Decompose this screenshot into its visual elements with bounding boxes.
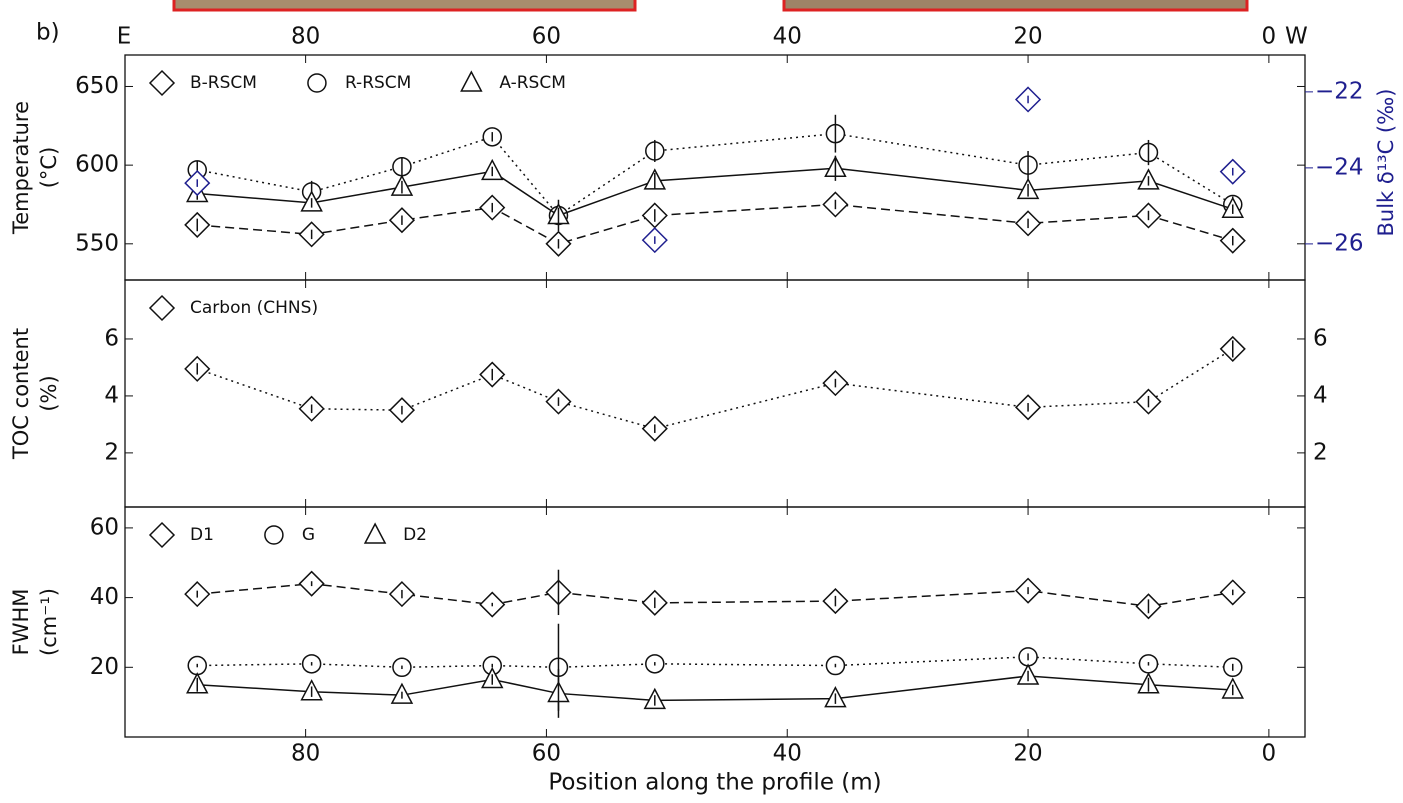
y-axis-label: FWHM: [9, 589, 33, 656]
y-tick-label: 4: [104, 382, 119, 408]
y-tick-label-right: 6: [1313, 325, 1328, 351]
y-axis-label: Temperature: [9, 101, 33, 235]
y2-axis-label: Bulk δ¹³C (‰): [1374, 89, 1398, 237]
y-tick-label: 550: [75, 230, 119, 256]
y-tick-label: 6: [104, 325, 119, 351]
x-tick-label: 0: [1262, 24, 1277, 50]
photo-strip: [172, 0, 637, 12]
y-tick-label: 60: [90, 514, 119, 540]
x-tick-label: 80: [291, 24, 320, 50]
legend-label: D1: [190, 525, 214, 545]
photo-strip: [782, 0, 1249, 12]
x-tick-label: 20: [1013, 24, 1042, 50]
east-label: E: [117, 24, 132, 50]
series-line: [197, 203, 1233, 245]
series-line: [196, 348, 1234, 430]
legend-marker: [148, 521, 176, 549]
y-tick-label-right: 4: [1313, 382, 1328, 408]
y-tick-label-right: 2: [1313, 439, 1328, 465]
x-tick-label: 40: [773, 741, 802, 767]
x-tick-label: 40: [773, 24, 802, 50]
panel-label: b): [36, 20, 60, 46]
legend-label: G: [302, 525, 315, 545]
series-line: [197, 656, 1233, 669]
x-axis-label: Position along the profile (m): [548, 770, 881, 796]
x-tick-label: 20: [1013, 741, 1042, 767]
legend-label: R-RSCM: [345, 73, 411, 93]
plot-frame: [124, 506, 1306, 738]
y-axis-label: (°C): [37, 147, 61, 189]
series-line: [197, 675, 1233, 702]
series-line: [197, 132, 1234, 217]
legend-marker: [264, 525, 284, 545]
y-axis-label: (cm⁻¹): [37, 588, 61, 656]
y-tick-label: 20: [90, 654, 119, 680]
y-axis-label: (%): [37, 375, 61, 411]
legend-marker: [148, 294, 176, 322]
legend-label: B-RSCM: [190, 73, 257, 93]
y-tick-label: 600: [75, 152, 119, 178]
y-tick-label: 2: [104, 439, 119, 465]
legend-marker: [460, 70, 483, 92]
legend-marker: [148, 69, 176, 97]
series-line: [197, 582, 1233, 608]
x-tick-label: 80: [291, 741, 320, 767]
x-tick-label: 60: [532, 741, 561, 767]
x-tick-label: 60: [532, 24, 561, 50]
series-line: [197, 167, 1233, 217]
y2-tick-label: −26: [1315, 230, 1364, 256]
legend-marker: [307, 73, 327, 93]
y2-tick-label: −24: [1315, 154, 1364, 180]
legend-label: Carbon (CHNS): [190, 298, 318, 318]
legend-label: D2: [403, 525, 427, 545]
plot-frame: [124, 54, 1306, 281]
legend-label: A-RSCM: [499, 73, 566, 93]
y2-tick-label: −22: [1315, 78, 1364, 104]
y-tick-label: 650: [75, 73, 119, 99]
y-axis-label: TOC content: [9, 328, 33, 460]
y-tick-label: 40: [90, 584, 119, 610]
west-label: W: [1285, 24, 1308, 50]
x-tick-label: 0: [1262, 741, 1277, 767]
legend-marker: [363, 522, 387, 544]
